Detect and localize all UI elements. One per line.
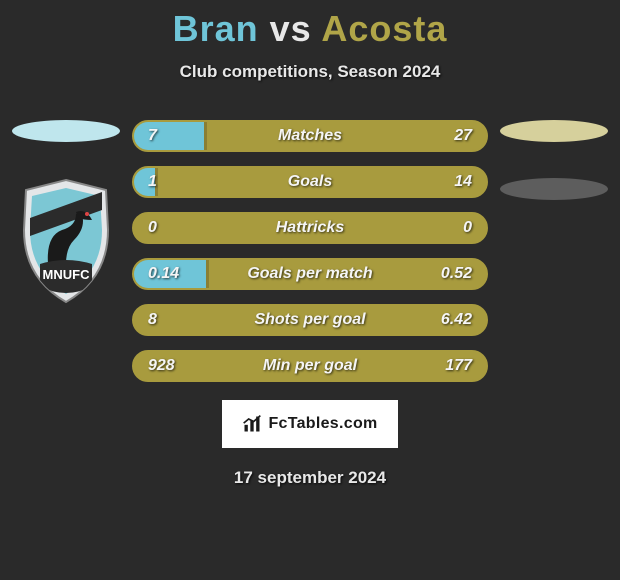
stat-label: Goals per match — [134, 260, 486, 288]
stat-value-right: 177 — [445, 352, 472, 380]
stat-value-right: 6.42 — [441, 306, 472, 334]
stat-label: Min per goal — [134, 352, 486, 380]
subtitle: Club competitions, Season 2024 — [0, 62, 620, 82]
svg-text:MNUFC: MNUFC — [43, 267, 91, 282]
stat-label: Matches — [134, 122, 486, 150]
stat-value-right: 14 — [454, 168, 472, 196]
stat-value-right: 27 — [454, 122, 472, 150]
player1-avatar-placeholder — [12, 120, 120, 142]
stat-row: 8Shots per goal6.42 — [132, 304, 488, 336]
stat-label: Shots per goal — [134, 306, 486, 334]
stat-bars: 7Matches27 1Goals14 0Hattricks0 0.14Goals p… — [126, 120, 494, 382]
stat-row: 7Matches27 — [132, 120, 488, 152]
brand-chart-icon — [242, 414, 262, 434]
stat-label: Goals — [134, 168, 486, 196]
left-column: MNUFC — [6, 120, 126, 382]
content-area: MNUFC 7Matches27 1Goals14 0Hattricks0 0.14G… — [0, 120, 620, 382]
comparison-title: Bran vs Acosta — [0, 0, 620, 50]
stat-row: 0.14Goals per match0.52 — [132, 258, 488, 290]
stat-value-right: 0.52 — [441, 260, 472, 288]
brand-badge[interactable]: FcTables.com — [222, 400, 398, 448]
right-column — [494, 120, 614, 382]
player2-avatar-placeholder-1 — [500, 120, 608, 142]
stat-row: 928Min per goal177 — [132, 350, 488, 382]
vs-text: vs — [270, 8, 312, 49]
stat-label: Hattricks — [134, 214, 486, 242]
player1-name: Bran — [173, 8, 259, 49]
stat-row: 0Hattricks0 — [132, 212, 488, 244]
date-text: 17 september 2024 — [0, 468, 620, 488]
player2-name: Acosta — [321, 8, 447, 49]
club-crest-mnufc: MNUFC — [15, 178, 117, 306]
stat-row: 1Goals14 — [132, 166, 488, 198]
stat-value-right: 0 — [463, 214, 472, 242]
brand-text: FcTables.com — [268, 415, 377, 433]
player2-avatar-placeholder-2 — [500, 178, 608, 200]
